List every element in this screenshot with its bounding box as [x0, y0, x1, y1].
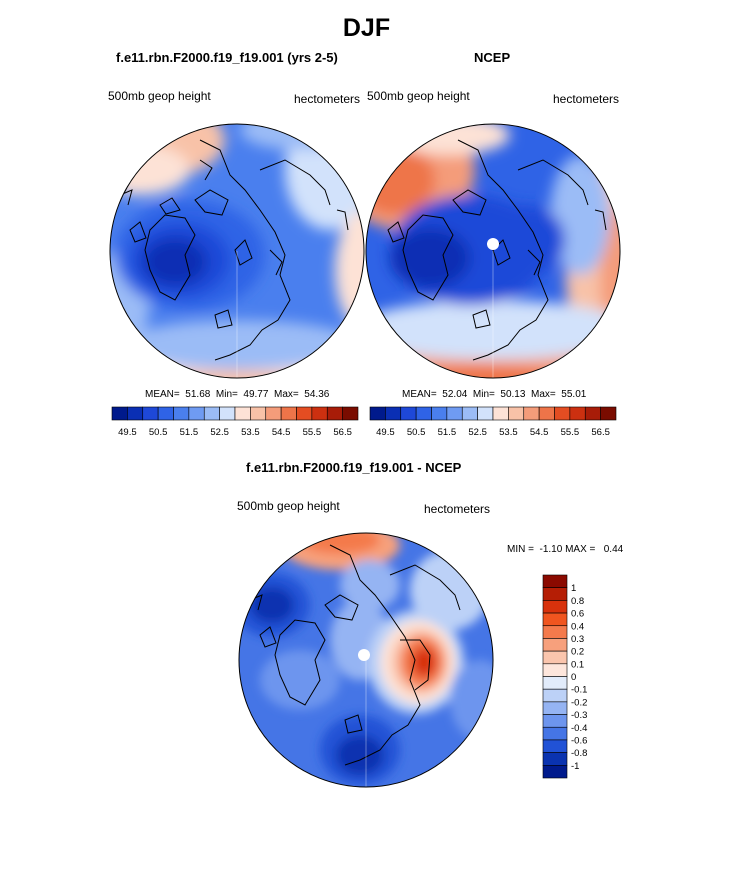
- colorbar-tick-label: 52.5: [210, 427, 229, 438]
- panel3-left-label: 500mb geop height: [237, 499, 340, 513]
- colorbar-swatch: [542, 765, 568, 779]
- colorbar-tick-label: 0.4: [571, 621, 584, 632]
- colorbar-swatch: [542, 663, 568, 677]
- colorbar-tick-label: -0.4: [571, 723, 587, 734]
- colorbar-swatch: [342, 406, 359, 421]
- colorbar-tick-label: 55.5: [303, 427, 322, 438]
- colorbar-swatch: [311, 406, 328, 421]
- panel3-right-label: hectometers: [424, 502, 491, 516]
- colorbar-tick-label: 0.3: [571, 634, 584, 645]
- colorbar-swatch: [385, 406, 402, 421]
- colorbar-tick-label: 52.5: [468, 427, 487, 438]
- colorbar-tick-label: 49.5: [118, 427, 137, 438]
- colorbar-swatch: [250, 406, 267, 421]
- colorbar-swatch: [542, 587, 568, 601]
- panel1-left-label: 500mb geop height: [108, 89, 211, 103]
- panel1-stats: MEAN= 51.68 Min= 49.77 Max= 54.36: [145, 389, 330, 400]
- colorbar-swatch: [569, 406, 586, 421]
- colorbar-tick-label: 51.5: [438, 427, 457, 438]
- colorbar-tick-label: 54.5: [272, 427, 291, 438]
- colorbar-swatch: [554, 406, 571, 421]
- page-title: DJF: [342, 14, 391, 42]
- colorbar-tick-label: 53.5: [241, 427, 260, 438]
- colorbar-tick-label: -0.6: [571, 735, 587, 746]
- colorbar-tick-label: 1: [571, 583, 576, 594]
- colorbar-swatch: [157, 406, 174, 421]
- colorbar-tick-label: 53.5: [499, 427, 518, 438]
- colorbar-swatch: [508, 406, 525, 421]
- colorbar-swatch: [542, 650, 568, 665]
- colorbar-swatch: [542, 625, 568, 639]
- colorbar-tick-label: 55.5: [561, 427, 580, 438]
- colorbar-tick-label: 0.2: [571, 647, 584, 658]
- colorbar-swatch: [111, 406, 128, 421]
- colorbar-swatch: [234, 406, 251, 421]
- colorbar-tick-label: 0.6: [571, 609, 584, 620]
- colorbar-swatch: [431, 406, 448, 421]
- colorbar-swatch: [461, 406, 478, 421]
- colorbar-swatch: [542, 688, 568, 703]
- colorbar-swatch: [542, 638, 568, 652]
- colorbar-swatch: [219, 406, 236, 421]
- colorbar-swatch: [542, 714, 568, 728]
- panel1-right-label: hectometers: [294, 92, 361, 106]
- colorbar-tick-label: 49.5: [376, 427, 395, 438]
- colorbar-tick-label: -1: [571, 761, 579, 772]
- colorbar-swatch: [542, 701, 568, 715]
- colorbar-tick-label: 50.5: [149, 427, 168, 438]
- colorbar-swatch: [280, 406, 297, 421]
- colorbar-tick-label: 56.5: [591, 427, 610, 438]
- panel2-stats: MEAN= 52.04 Min= 50.13 Max= 55.01: [402, 389, 587, 400]
- panel2-map: [365, 123, 621, 379]
- colorbar-swatch: [203, 406, 220, 421]
- colorbar-swatch: [542, 574, 568, 588]
- colorbar-tick-label: 0.1: [571, 659, 584, 670]
- colorbar-swatch: [542, 739, 568, 753]
- colorbar-swatch: [415, 406, 432, 421]
- colorbar-swatch: [173, 406, 190, 421]
- colorbar-swatch: [584, 406, 601, 421]
- colorbar-swatch: [542, 676, 568, 690]
- panel1-map: [109, 123, 365, 379]
- colorbar-tick-label: 54.5: [530, 427, 549, 438]
- colorbar-tick-label: -0.2: [571, 697, 587, 708]
- colorbar-tick-label: 0.8: [571, 596, 584, 607]
- colorbar-swatch: [326, 406, 343, 421]
- colorbar-tick-label: -0.1: [571, 685, 587, 696]
- panel2-right-label: hectometers: [553, 92, 620, 106]
- colorbar-swatch: [600, 406, 617, 421]
- colorbar-tick-label: 50.5: [407, 427, 426, 438]
- panel3-map: [238, 532, 494, 788]
- colorbar-tick-label: 51.5: [180, 427, 199, 438]
- colorbar-swatch: [188, 406, 205, 421]
- colorbar-swatch: [446, 406, 463, 421]
- panel3-title: f.e11.rbn.F2000.f19_f19.001 - NCEP: [246, 460, 462, 475]
- colorbar-swatch: [127, 406, 144, 421]
- panel3-colorbar: 1 0.8 0.60.4 0.3 0.20.1 0 -0.1-0.2 -0.3 -0.4-0.6…: [542, 574, 587, 779]
- colorbar-swatch: [538, 406, 555, 421]
- panel2-left-label: 500mb geop height: [367, 89, 470, 103]
- panel1-colorbar: 49.5 50.5 51.5 52.5 53.5 54.5 55.5 56.5: [111, 406, 359, 438]
- panel3-stats: MIN = -1.10 MAX = 0.44: [507, 544, 624, 555]
- colorbar-swatch: [523, 406, 540, 421]
- colorbar-swatch: [542, 612, 568, 627]
- colorbar-swatch: [542, 726, 568, 741]
- panel2-title: NCEP: [474, 50, 511, 65]
- colorbar-tick-label: 56.5: [333, 427, 352, 438]
- colorbar-tick-label: 0: [571, 672, 576, 683]
- colorbar-swatch: [492, 406, 509, 421]
- colorbar-swatch: [477, 406, 494, 421]
- colorbar-tick-label: -0.8: [571, 748, 587, 759]
- panel2-colorbar: 49.5 50.5 51.5 52.5 53.5 54.5 55.5 56.5: [369, 406, 617, 438]
- colorbar-swatch: [542, 752, 568, 766]
- colorbar-tick-label: -0.3: [571, 710, 587, 721]
- colorbar-swatch: [265, 406, 282, 421]
- colorbar-swatch: [296, 406, 313, 421]
- colorbar-swatch: [369, 406, 386, 421]
- colorbar-swatch: [542, 600, 568, 614]
- colorbar-swatch: [400, 406, 417, 421]
- colorbar-swatch: [142, 406, 159, 421]
- panel1-title: f.e11.rbn.F2000.f19_f19.001 (yrs 2-5): [116, 50, 338, 65]
